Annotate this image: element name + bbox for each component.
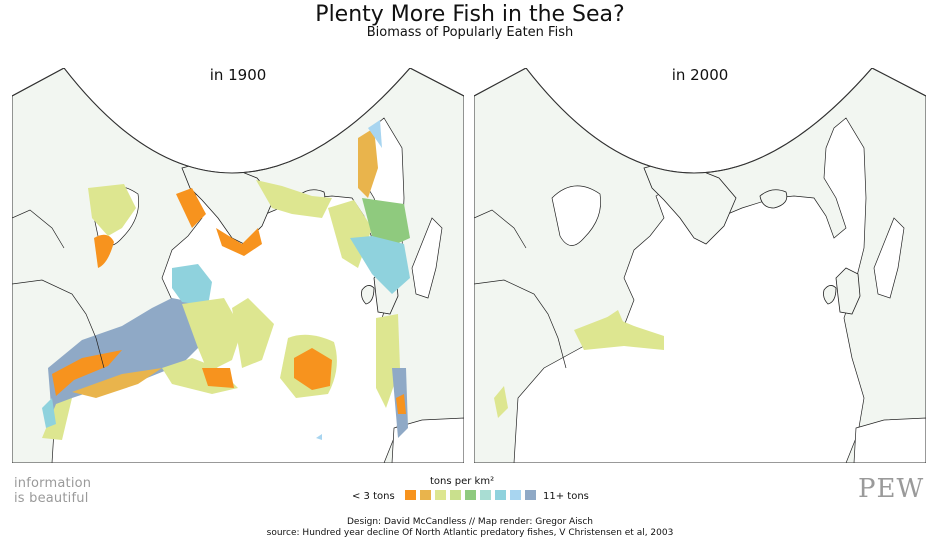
biomass-layer-1900 bbox=[42, 120, 410, 440]
brand-line-1: information bbox=[14, 476, 92, 491]
biomass-layer-2000 bbox=[494, 310, 664, 418]
biomass-zone bbox=[232, 298, 274, 368]
legend-title: tons per km² bbox=[430, 476, 495, 487]
baltic-sea bbox=[873, 217, 905, 299]
source-credit: source: Hundred year decline Of North At… bbox=[266, 528, 674, 538]
mediterranean-sea bbox=[391, 417, 464, 463]
biomass-zone bbox=[88, 184, 136, 236]
biomass-zone bbox=[52, 350, 122, 396]
biomass-zone bbox=[316, 434, 322, 440]
map-2000-canvas bbox=[474, 68, 926, 463]
biomass-zone bbox=[72, 368, 162, 398]
biomass-zone bbox=[574, 316, 664, 350]
biomass-zone bbox=[202, 368, 234, 388]
biomass-zone bbox=[182, 298, 242, 372]
biomass-zone bbox=[350, 236, 410, 294]
biomass-zone bbox=[94, 234, 114, 268]
mediterranean-sea bbox=[853, 417, 926, 463]
biomass-zone bbox=[42, 398, 56, 428]
hudson-bay bbox=[551, 185, 601, 246]
biomass-zone bbox=[606, 310, 624, 330]
brand-line-2: is beautiful bbox=[14, 491, 89, 506]
biomass-zone bbox=[362, 198, 410, 246]
pew-logo: PEW bbox=[858, 474, 925, 504]
credits: Design: David McCandless // Map render: … bbox=[0, 517, 940, 539]
map-1900: in 1900 bbox=[12, 66, 464, 463]
biomass-zone bbox=[176, 188, 206, 228]
legend-swatch-2 bbox=[420, 490, 431, 500]
legend-swatch-7 bbox=[495, 490, 506, 500]
ireland bbox=[361, 285, 375, 305]
british-isles bbox=[835, 267, 861, 315]
legend-swatch-1 bbox=[405, 490, 416, 500]
biomass-zone bbox=[494, 386, 508, 418]
biomass-zone bbox=[172, 264, 212, 306]
legend-swatch-5 bbox=[465, 490, 476, 500]
map-1900-canvas bbox=[12, 68, 464, 463]
biomass-zone bbox=[368, 120, 382, 148]
ireland bbox=[823, 285, 837, 305]
biomass-zone bbox=[396, 394, 406, 414]
design-credit: Design: David McCandless // Map render: … bbox=[346, 517, 594, 527]
legend-swatch-3 bbox=[435, 490, 446, 500]
legend-high-label: 11+ tons bbox=[543, 491, 589, 502]
biomass-zone bbox=[256, 180, 332, 218]
legend-swatch-9 bbox=[525, 490, 536, 500]
biomass-zone bbox=[294, 348, 332, 390]
map-2000: in 2000 bbox=[474, 66, 926, 463]
iceland bbox=[759, 189, 788, 209]
biomass-zone bbox=[358, 128, 378, 198]
chart-title: Plenty More Fish in the Sea? bbox=[315, 2, 625, 27]
legend-swatch-8 bbox=[510, 490, 521, 500]
legend-low-label: < 3 tons bbox=[352, 491, 395, 502]
legend-swatches bbox=[405, 490, 536, 500]
legend-swatch-4 bbox=[450, 490, 461, 500]
biomass-zone bbox=[216, 228, 262, 256]
biomass-zone bbox=[42, 398, 72, 440]
chart-subtitle: Biomass of Popularly Eaten Fish bbox=[366, 25, 574, 40]
baltic-sea bbox=[411, 217, 443, 299]
brand-logo: information is beautiful bbox=[14, 476, 91, 506]
legend-swatch-6 bbox=[480, 490, 491, 500]
